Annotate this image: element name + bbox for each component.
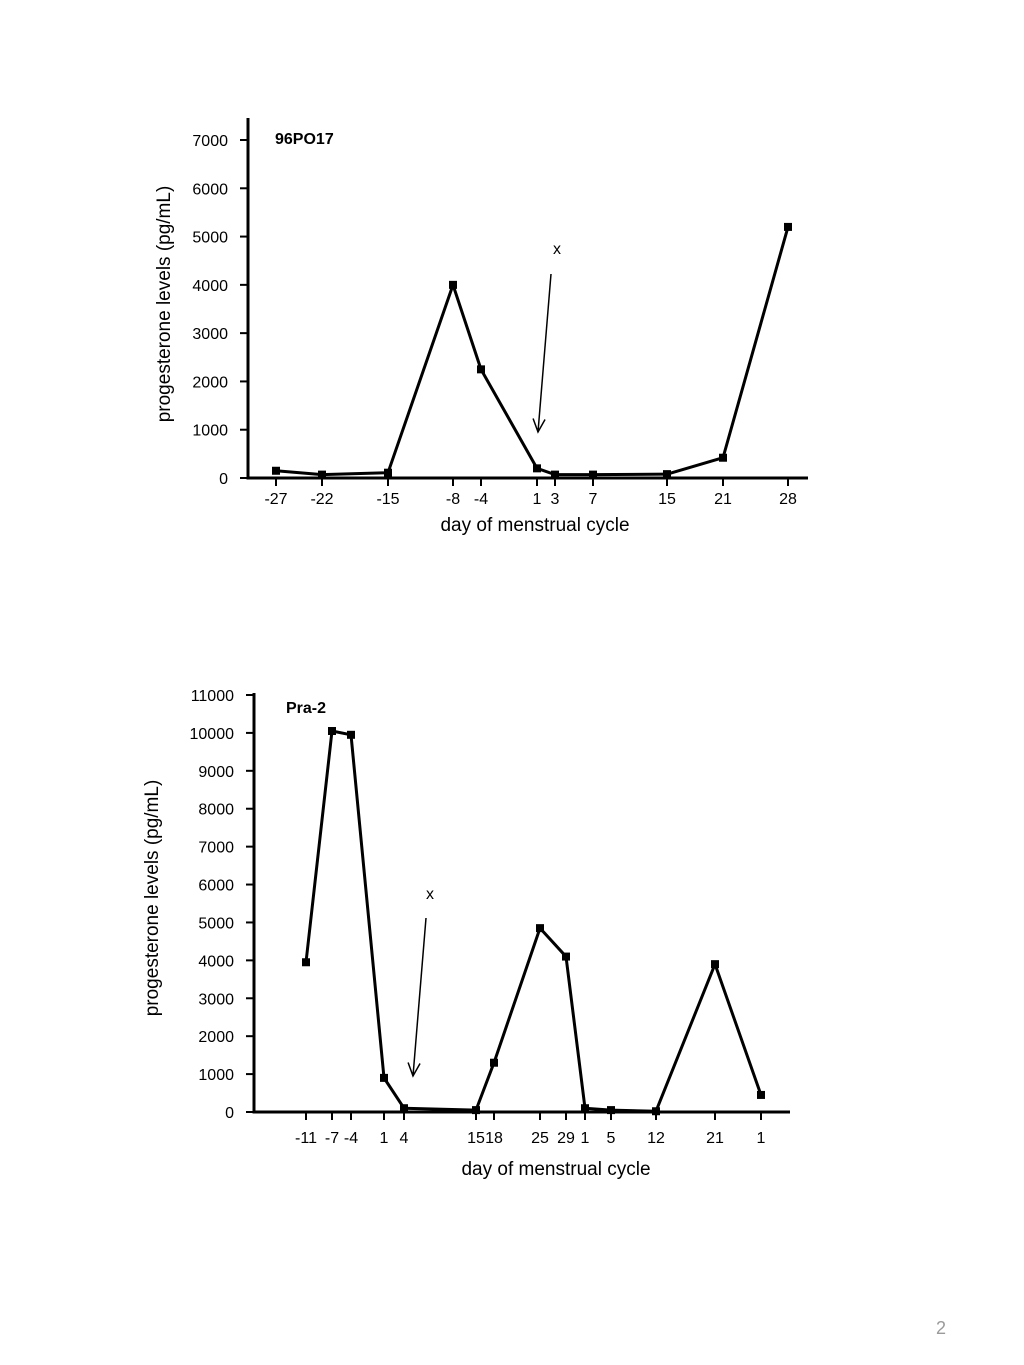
- y-tick-label: 6000: [198, 878, 234, 895]
- x-tick-label: 15: [658, 491, 676, 508]
- x-tick-label: 1: [757, 1130, 766, 1147]
- x-tick-label: 1: [581, 1130, 590, 1147]
- x-axis-title: day of menstrual cycle: [440, 515, 629, 536]
- x-tick-label: -8: [446, 491, 460, 508]
- marks: x: [272, 222, 792, 479]
- annotation-arrow-line: [537, 273, 552, 433]
- y-tick-label: 2000: [198, 1029, 234, 1046]
- chart-title: 96PO17: [275, 131, 334, 148]
- y-tick-label: 0: [219, 471, 228, 488]
- x-tick-label: 12: [647, 1130, 665, 1147]
- data-point: [711, 960, 719, 969]
- chart-title: Pra-2: [286, 700, 326, 717]
- x-tick-label: 29: [557, 1130, 575, 1147]
- page-number: 2: [936, 1318, 947, 1338]
- x-tick-label: 3: [551, 491, 560, 508]
- x-tick-label: 1: [380, 1130, 389, 1147]
- data-point: [581, 1104, 589, 1113]
- x-axis-title: day of menstrual cycle: [461, 1159, 650, 1180]
- x-tick-label: 21: [706, 1130, 724, 1147]
- y-axis-title: progesterone levels (pg/mL): [142, 780, 163, 1017]
- x-tick-label: 1: [533, 491, 542, 508]
- y-tick-label: 4000: [198, 953, 234, 970]
- data-point: [477, 365, 485, 374]
- data-point: [272, 466, 280, 475]
- x-tick-label: 4: [400, 1130, 409, 1147]
- x-tick-label: 7: [589, 491, 598, 508]
- x-tick-label: 5: [607, 1130, 616, 1147]
- annotation-arrow-head: [532, 418, 546, 434]
- data-point: [663, 470, 671, 479]
- data-point: [449, 280, 457, 289]
- data-point: [536, 924, 544, 933]
- y-tick-label: 11000: [191, 688, 234, 705]
- data-point: [328, 727, 336, 736]
- y-tick-label: 3000: [192, 326, 228, 343]
- x-axis: -11 -7 -4 1 4 15 18 25 29 1 5 12 21 1: [252, 1110, 790, 1147]
- data-point: [384, 468, 392, 477]
- data-point: [533, 464, 541, 473]
- data-point: [784, 222, 792, 231]
- data-point: [562, 952, 570, 961]
- x-tick-label: 21: [714, 491, 732, 508]
- x-tick-label: -11: [295, 1130, 317, 1147]
- series-line: [304, 729, 763, 1113]
- y-tick-label: 7000: [192, 133, 228, 150]
- data-point: [757, 1090, 765, 1099]
- x-tick-label: 28: [779, 491, 797, 508]
- x-tick-label: 15: [467, 1130, 485, 1147]
- x-tick-label: -7: [325, 1130, 339, 1147]
- data-point: [607, 1106, 615, 1115]
- y-tick-label: 1000: [192, 423, 228, 440]
- annotation-label: x: [553, 241, 561, 258]
- x-tick-label: -27: [264, 491, 287, 508]
- y-tick-label: 5000: [192, 230, 228, 247]
- x-tick-label: -22: [310, 491, 333, 508]
- y-tick-label: 1000: [198, 1067, 234, 1084]
- y-tick-label: 2000: [192, 374, 228, 391]
- y-tick-label: 0: [225, 1105, 234, 1122]
- x-tick-label: 25: [531, 1130, 549, 1147]
- annotation-label: x: [426, 886, 434, 903]
- data-point: [719, 453, 727, 462]
- y-tick-label: 10000: [190, 726, 235, 743]
- data-point: [347, 730, 355, 739]
- data-point: [652, 1107, 660, 1116]
- data-point: [318, 470, 326, 479]
- y-tick-label: 3000: [198, 991, 234, 1008]
- x-tick-label: -15: [376, 491, 399, 508]
- x-axis: -27 -22 -15 -8 -4 1 3 7 15 21 28: [246, 476, 808, 508]
- data-point: [400, 1104, 408, 1113]
- y-axis-title: progesterone levels (pg/mL): [154, 186, 175, 423]
- y-tick-label: 4000: [192, 278, 228, 295]
- x-tick-label: -4: [344, 1130, 358, 1147]
- y-tick-label: 8000: [198, 802, 234, 819]
- y-tick-label: 6000: [192, 181, 228, 198]
- data-point: [490, 1058, 498, 1067]
- data-point: [380, 1073, 388, 1082]
- data-point: [302, 958, 310, 967]
- x-tick-label: 18: [485, 1130, 503, 1147]
- data-point: [472, 1106, 480, 1115]
- data-point: [551, 470, 559, 479]
- y-tick-label: 9000: [198, 764, 234, 781]
- chart-pra-2: 0 1000 2000 3000 4000 5000 6000 7000 8000 9000 100…: [142, 688, 790, 1180]
- x-tick-label: -4: [474, 491, 488, 508]
- annotation-arrow-line: [412, 917, 427, 1077]
- y-tick-label: 7000: [198, 840, 234, 857]
- y-axis: 0 1000 2000 3000 4000 5000 6000 7000 8000 9000 100…: [190, 688, 256, 1122]
- y-axis: 0 1000 2000 3000 4000 5000 6000 7000: [192, 118, 250, 488]
- y-tick-label: 5000: [198, 915, 234, 932]
- data-point: [589, 470, 597, 479]
- annotation-arrow-head: [407, 1062, 421, 1078]
- marks: x: [302, 727, 765, 1116]
